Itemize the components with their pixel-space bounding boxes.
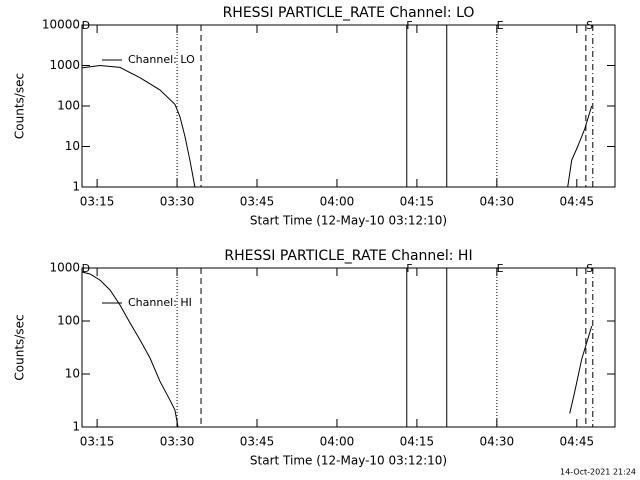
plot-frame [81,267,616,428]
x-axis-label: Start Time (12-May-10 03:12:10) [250,214,447,228]
x-tick-label: 03:45 [240,435,275,449]
x-tick-label: 03:30 [160,195,195,209]
x-tick-label: 04:30 [480,435,515,449]
x-tick-label: 03:15 [80,435,115,449]
x-tick-label: 03:45 [240,195,275,209]
y-tick-label: 100 [57,99,80,113]
x-tick-label: 04:45 [560,195,595,209]
x-tick-label: 04:00 [320,195,355,209]
event-label: D [82,262,90,275]
y-tick-label: 1 [72,180,80,194]
y-tick-label: 10 [65,139,80,153]
event-label: F [406,19,412,32]
data-line [81,64,593,188]
legend-label: Channel: HI [128,296,192,309]
y-tick-label: 100 [57,314,80,328]
y-tick-label: 1 [72,420,80,434]
x-tick-label: 04:15 [400,195,435,209]
timestamp: 14-Oct-2021 21:24 [560,468,636,477]
y-axis-label: Counts/sec [13,73,27,139]
legend-label: Channel: LO [128,53,195,66]
event-label: E [497,262,504,275]
event-label: E [497,19,504,32]
y-tick-label: 1000 [49,58,80,72]
x-tick-label: 04:30 [480,195,515,209]
x-tick-label: 04:15 [400,435,435,449]
x-tick-label: 03:30 [160,435,195,449]
x-tick-label: 04:45 [560,435,595,449]
x-axis-label: Start Time (12-May-10 03:12:10) [250,454,447,468]
x-tick-label: 04:00 [320,435,355,449]
event-label: S [586,262,593,275]
y-tick-label: 10 [65,367,80,381]
y-tick-label: 10000 [42,18,80,32]
event-label: F [406,262,412,275]
y-tick-label: 1000 [49,261,80,275]
event-label: D [82,19,90,32]
y-axis-label: Counts/sec [13,314,27,380]
chart-title: RHESSI PARTICLE_RATE Channel: LO [223,5,475,21]
x-tick-label: 03:15 [80,195,115,209]
data-line [81,271,593,428]
event-label: S [586,19,593,32]
chart-title: RHESSI PARTICLE_RATE Channel: HI [224,248,472,264]
